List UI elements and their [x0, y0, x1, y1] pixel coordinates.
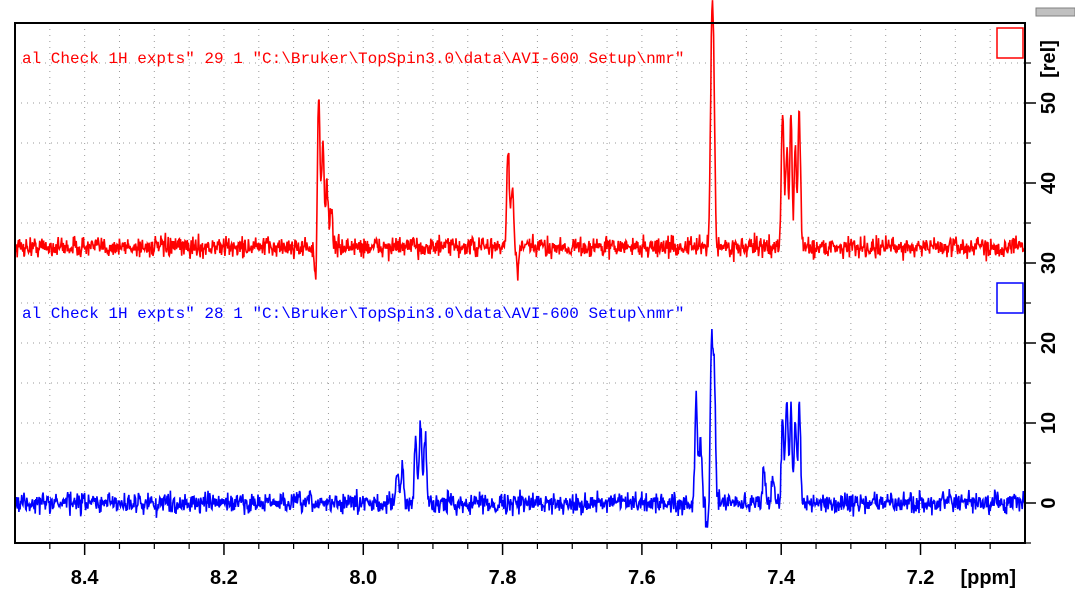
plot-frame: [14, 22, 1026, 544]
spectrum-trace-2: [14, 328, 1026, 528]
spectrum-title-2: al Check 1H expts" 28 1 "C:\Bruker\TopSp…: [22, 305, 685, 323]
x-tick-label: 7.6: [628, 567, 656, 589]
x-tick-label: 7.8: [489, 567, 517, 589]
x-tick-label: 7.2: [907, 567, 935, 589]
series-layer: [14, 0, 1026, 528]
x-tick-label: 7.4: [767, 567, 796, 589]
legend: [996, 27, 1024, 314]
spectrum-title-1: al Check 1H expts" 29 1 "C:\Bruker\TopSp…: [22, 50, 685, 68]
x-axis: 8.4 8.2 8.0 7.8 7.6 7.4 7.2 [ppm]: [49, 543, 1016, 589]
y-tick-label: 30: [1038, 252, 1060, 274]
y-tick-label: 10: [1038, 412, 1060, 434]
y-tick-label: 0: [1038, 497, 1060, 508]
spectrum-trace-1: [14, 0, 1026, 281]
y-axis-unit: [rel]: [1038, 40, 1060, 78]
y-tick-label: 20: [1038, 332, 1060, 354]
x-tick-label: 8.4: [71, 567, 100, 589]
legend-swatch-1: [996, 27, 1024, 59]
spectrum-titles: al Check 1H expts" 29 1 "C:\Bruker\TopSp…: [22, 50, 685, 323]
x-tick-label: 8.0: [349, 567, 377, 589]
y-tick-label: 50: [1038, 92, 1060, 114]
y-axis-scroll-handle[interactable]: [1035, 7, 1075, 17]
x-axis-unit: [ppm]: [960, 567, 1016, 589]
x-tick-label: 8.2: [210, 567, 238, 589]
y-axis[interactable]: 0 10 20 30 40 50 [rel]: [1025, 7, 1075, 544]
legend-swatch-2: [996, 282, 1024, 314]
grid: [15, 23, 1025, 544]
y-tick-label: 40: [1038, 172, 1060, 194]
